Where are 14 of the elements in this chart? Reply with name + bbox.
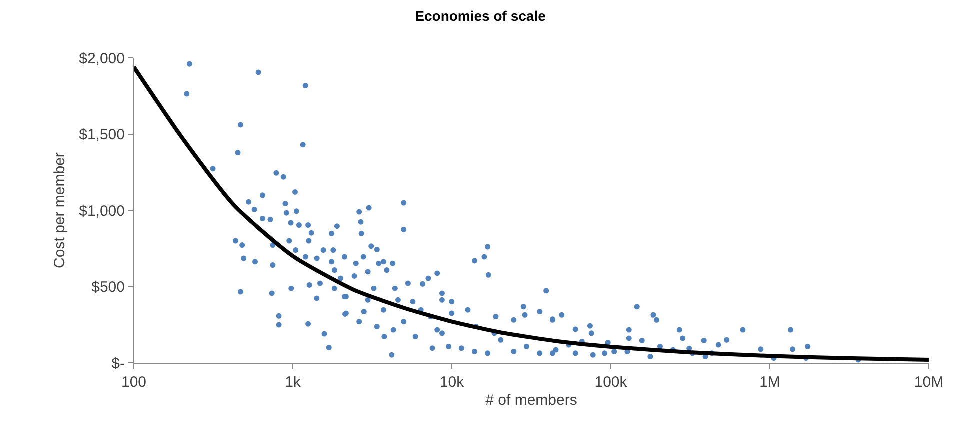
y-axis-title: Cost per member <box>51 152 68 268</box>
y-tick-label: $1,000 <box>79 202 125 220</box>
x-tick-label: 100 <box>121 374 147 391</box>
y-tick-label: $2,000 <box>79 50 125 68</box>
x-tick-label: 10M <box>914 374 944 391</box>
x-tick-label: 1k <box>285 374 302 391</box>
y-tick-label: $- <box>112 355 125 372</box>
x-axis-title: # of members <box>486 392 578 409</box>
chart-title: Economies of scale <box>415 8 546 24</box>
x-tick-label: 10k <box>440 374 465 391</box>
y-tick-label: $1,500 <box>79 126 125 144</box>
y-tick-label: $500 <box>92 279 125 296</box>
x-tick-label: 100k <box>594 374 628 391</box>
x-tick-label: 1M <box>760 374 780 391</box>
